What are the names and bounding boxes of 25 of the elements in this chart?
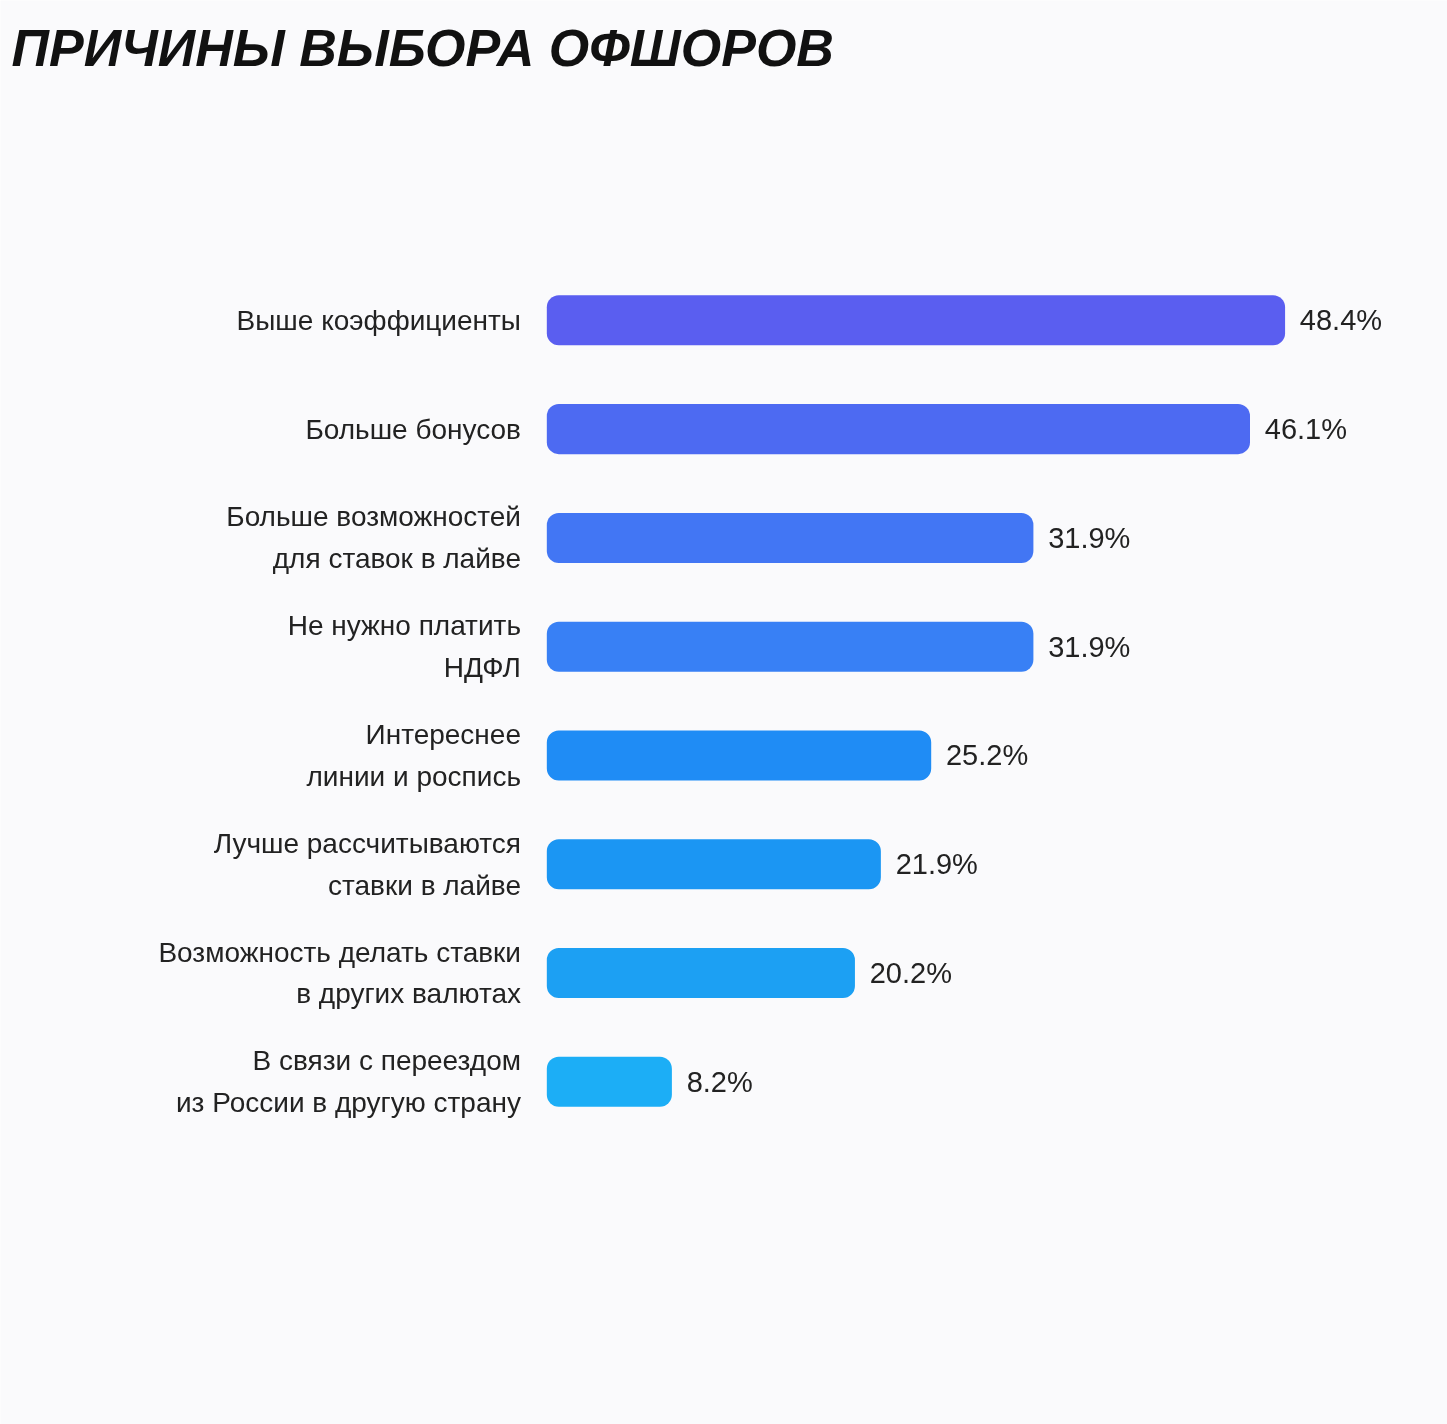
bar [546,1056,672,1107]
y-tick-label: Выше коэффициенты [236,304,521,336]
data-label: 48.4% [1299,304,1383,337]
y-tick-label: Не нужно платить НДФЛ [287,610,521,684]
data-label: 21.9% [895,848,978,881]
y-tick-label: Интереснее линии и роспись [306,719,521,792]
bar [546,295,1286,346]
data-label: 8.2% [686,1065,753,1098]
chart-title: ПРИЧИНЫ ВЫБОРА ОФШОРОВ [11,19,834,78]
y-tick-label: Больше возможностей для ставок в лайве [226,501,521,575]
data-label: 46.1% [1264,413,1347,446]
bar [546,404,1250,455]
data-label: 31.9% [1048,521,1131,554]
data-label: 31.9% [1048,630,1131,663]
y-tick-label: Лучше рассчитываются ставки в лайве [213,827,521,901]
bar [546,512,1034,563]
bar [546,730,932,781]
y-tick-label: Возможность делать ставки в других валютах [158,936,521,1010]
bar [546,948,855,999]
data-label: 20.2% [869,957,952,990]
data-label: 25.2% [945,739,1029,772]
bar [546,621,1034,672]
bar [546,839,881,890]
y-tick-label: В связи с переездом из России в другую страну [175,1045,521,1119]
y-tick-label: Больше бонусов [305,413,521,445]
